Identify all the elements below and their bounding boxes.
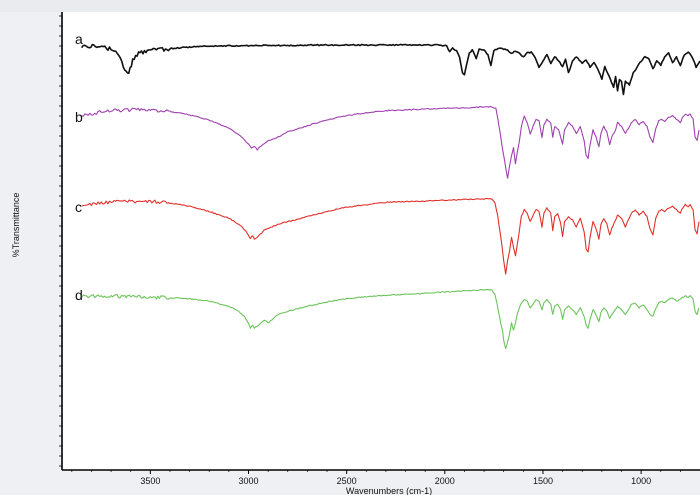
series-label-b: b [75,109,83,125]
spectra [80,43,700,350]
spectrum-line-a [80,43,700,96]
series-labels: a b c d [75,31,83,303]
x-tick-label: 3500 [140,476,160,486]
x-axis-ticks: 3500 3000 2500 2000 1500 1000 [71,470,681,486]
spectrum-line-d [81,288,700,350]
x-tick-label: 1500 [533,476,553,486]
spectrum-line-b [81,105,700,179]
series-label-a: a [75,31,83,47]
x-tick-label: 1000 [631,476,651,486]
x-tick-label: 2500 [337,476,357,486]
y-axis-title: %Transmittance [11,193,21,258]
top-bar [0,0,700,12]
x-tick-label: 2000 [435,476,455,486]
x-axis-title: Wavenumbers (cm-1) [346,486,432,495]
series-label-c: c [75,199,82,215]
plot-background [62,12,700,470]
series-label-d: d [75,287,83,303]
spectrum-line-c [81,197,700,275]
x-tick-label: 3000 [238,476,258,486]
